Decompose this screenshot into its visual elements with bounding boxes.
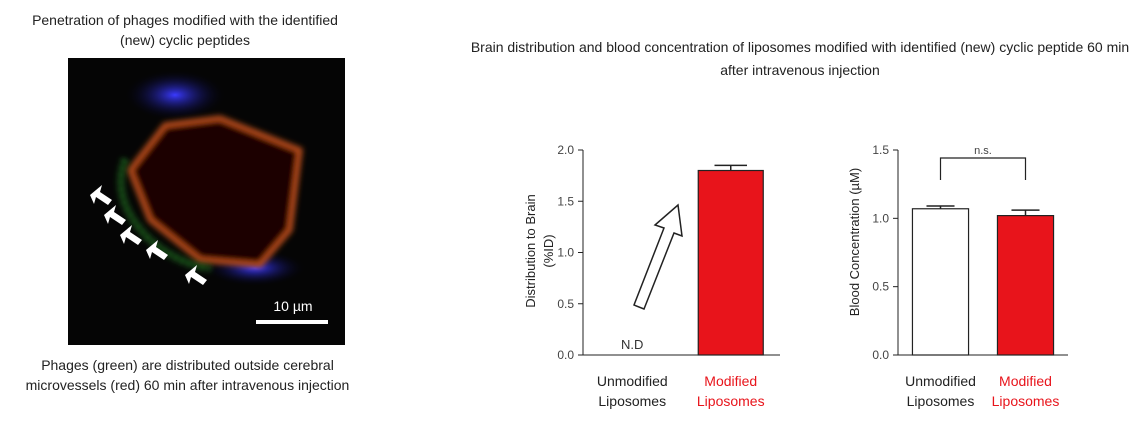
x-tick-label: Modified Liposomes <box>681 371 781 411</box>
y-axis-label: Blood Concentration (µM) <box>846 167 864 317</box>
significance-bracket <box>941 158 1026 180</box>
y-tick-label: 1.5 <box>557 194 574 208</box>
scale-bar-label: 10 µm <box>258 296 328 316</box>
value-label: N.D <box>621 337 643 352</box>
y-tick-label: 0.5 <box>872 280 889 294</box>
y-tick-label: 1.0 <box>872 211 889 225</box>
y-tick-label: 2.0 <box>557 143 574 157</box>
y-axis-label: Distribution to Brain (%ID) <box>522 176 558 326</box>
y-tick-label: 0.5 <box>557 297 574 311</box>
x-tick-label: Modified Liposomes <box>976 371 1076 411</box>
bar <box>997 216 1053 355</box>
y-tick-label: 0.0 <box>872 348 889 362</box>
significance-label: n.s. <box>974 145 992 157</box>
y-tick-label: 0.0 <box>557 348 574 362</box>
arrow-annotation <box>634 205 682 309</box>
x-tick-label: Unmodified Liposomes <box>582 371 682 411</box>
figure-title: Brain distribution and blood concentrati… <box>460 36 1133 82</box>
panel-title: Penetration of phages modified with the … <box>30 10 340 50</box>
bar <box>912 209 968 355</box>
bar <box>698 171 763 356</box>
panel-caption: Phages (green) are distributed outside c… <box>15 355 360 395</box>
y-tick-label: 1.5 <box>872 143 889 157</box>
y-tick-label: 1.0 <box>557 246 574 260</box>
figure: 0.0 0.5 1.0 1.5 2.0 N.D 0.0 0.5 1.0 1.5 n.s. Penet… <box>0 0 1133 430</box>
